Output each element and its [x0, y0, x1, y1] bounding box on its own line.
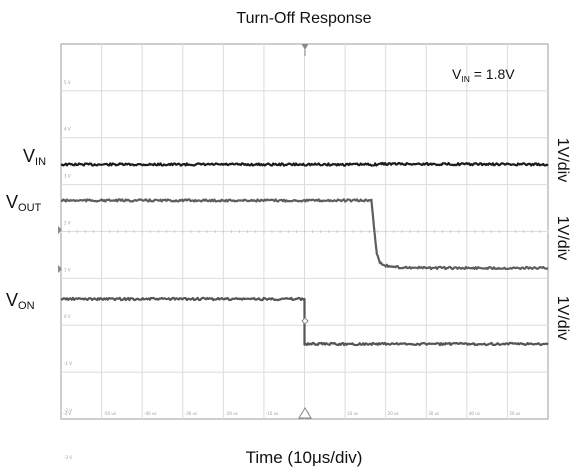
svg-text:VIN = 1.8V: VIN = 1.8V	[452, 66, 515, 84]
x-tick-label: -40 us	[144, 411, 156, 416]
y-tick-label: 2 V	[64, 220, 71, 225]
y-tick-label: 3 V	[64, 174, 71, 179]
channel-marker-1	[58, 226, 62, 234]
x-tick-label: -30 us	[185, 411, 197, 416]
vin-annotation: VIN = 1.8V	[452, 66, 515, 84]
x-tick-label: 30 us	[428, 411, 439, 416]
x-tick-label: -20 us	[225, 411, 237, 416]
x-tick-label: 50 us	[509, 411, 520, 416]
x-tick-label: -4 V	[63, 411, 71, 416]
y-tick-label: 1 V	[64, 267, 71, 272]
trigger-level-marker	[301, 317, 309, 325]
x-axis-label: Time (10μs/div)	[246, 448, 363, 467]
y-tick-label: 0 V	[64, 314, 71, 319]
channel-marker-2	[58, 265, 62, 273]
trace-vin	[60, 161, 549, 167]
vout-label: VOUT	[6, 192, 42, 214]
vin-label: VIN	[23, 146, 46, 168]
von-scale-label: 1V/div	[554, 296, 571, 340]
trigger-marker	[301, 44, 309, 56]
trace-vout	[60, 198, 549, 271]
y-tick-label: -2 V	[64, 408, 72, 413]
y-tick-label: -3 V	[64, 455, 72, 460]
x-tick-label: 20 us	[388, 411, 399, 416]
y-tick-label: 5 V	[64, 80, 71, 85]
y-tick-label: 4 V	[64, 127, 71, 132]
time-zero-marker	[298, 407, 312, 419]
y-tick-label: -1 V	[64, 361, 72, 366]
chart-title: Turn-Off Response	[236, 10, 371, 27]
vin-scale-label: 1V/div	[554, 138, 571, 182]
von-label: VON	[6, 290, 35, 312]
x-tick-label: 10 us	[347, 411, 358, 416]
tick-labels: -4 V-50 us-40 us-30 us-20 us-10 us010 us…	[63, 80, 520, 460]
x-tick-label: -50 us	[104, 411, 116, 416]
x-tick-label: -10 us	[266, 411, 278, 416]
vout-scale-label: 1V/div	[554, 216, 571, 260]
x-tick-label: 40 us	[469, 411, 480, 416]
grid	[60, 44, 549, 419]
